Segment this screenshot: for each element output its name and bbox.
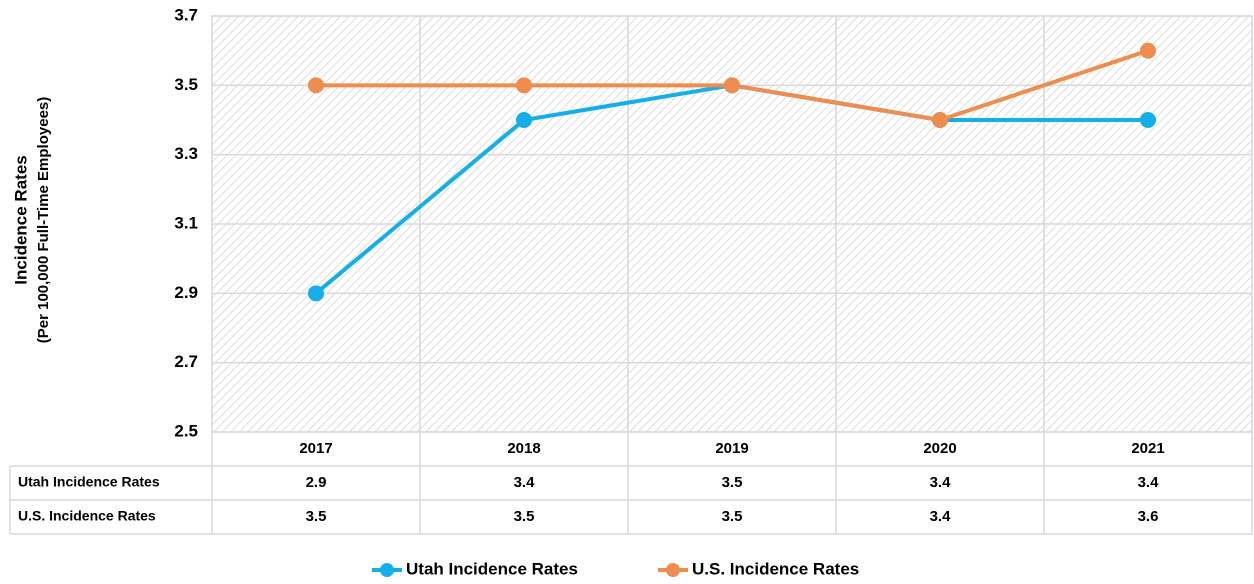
table-value: 3.5 [514, 508, 535, 525]
table-value: 3.5 [722, 474, 743, 491]
series-marker [308, 285, 324, 302]
table-value: 3.4 [930, 508, 952, 525]
x-tick-label: 2017 [299, 440, 332, 457]
y-tick-label: 3.7 [174, 5, 198, 24]
x-tick-label: 2020 [923, 440, 956, 457]
series-marker [516, 77, 532, 94]
x-tick-label: 2019 [715, 440, 748, 457]
series-marker [932, 112, 948, 128]
y-tick-label: 2.7 [174, 352, 198, 371]
table-value: 3.5 [722, 508, 743, 525]
x-tick-label: 2018 [507, 440, 540, 457]
y-tick-label: 3.5 [174, 75, 198, 94]
table-row-label: Utah Incidence Rates [18, 474, 160, 490]
table-value: 3.4 [514, 474, 536, 491]
legend-label: U.S. Incidence Rates [692, 559, 859, 578]
table-row-label: U.S. Incidence Rates [18, 508, 156, 524]
series-marker [1140, 112, 1156, 128]
y-tick-label: 3.1 [174, 213, 198, 232]
y-axis-sublabel: (Per 100,000 Full-Time Employees) [35, 97, 52, 344]
legend-marker [380, 563, 394, 577]
legend-label: Utah Incidence Rates [406, 559, 578, 578]
x-tick-label: 2021 [1131, 440, 1164, 457]
y-tick-label: 2.9 [174, 283, 198, 302]
table-value: 3.5 [306, 508, 327, 525]
series-marker [516, 112, 532, 128]
table-value: 3.4 [1138, 474, 1160, 491]
series-marker [1140, 42, 1156, 59]
legend-marker [666, 563, 680, 577]
y-tick-label: 3.3 [174, 144, 198, 163]
table-value: 3.6 [1138, 508, 1159, 525]
table-value: 2.9 [306, 474, 327, 491]
y-tick-label: 2.5 [174, 421, 198, 440]
series-marker [724, 77, 740, 94]
y-axis-label: Incidence Rates [11, 155, 30, 284]
series-marker [308, 77, 324, 94]
table-value: 3.4 [930, 474, 952, 491]
